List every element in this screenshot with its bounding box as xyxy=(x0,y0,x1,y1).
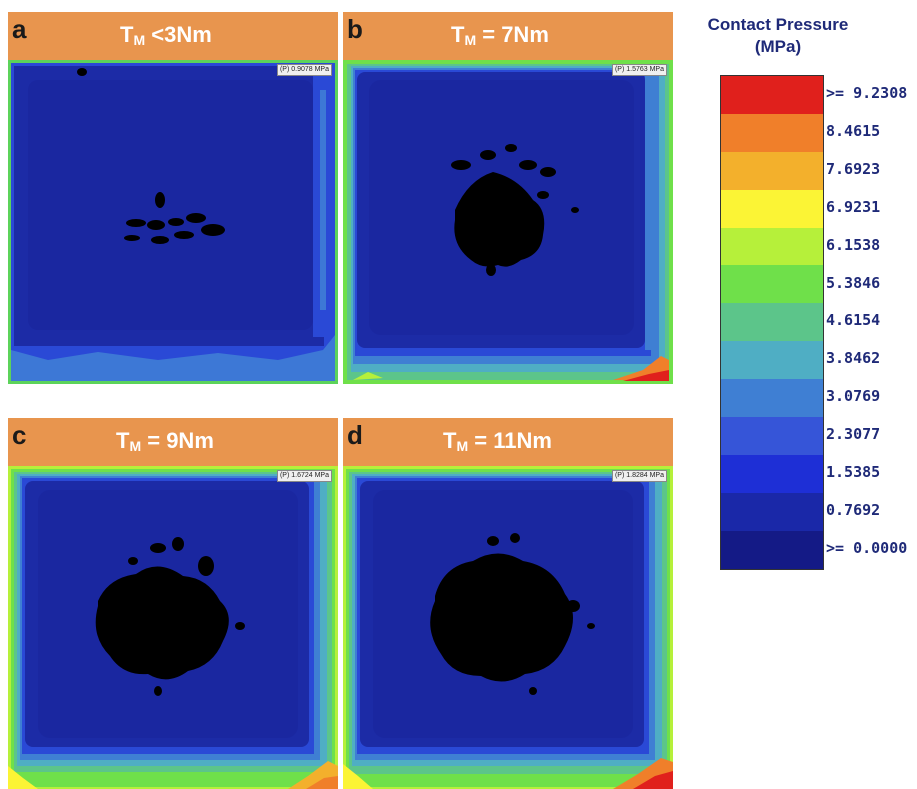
panel-a-pressure-map xyxy=(8,60,338,384)
panel-d-zero-pressure-region xyxy=(430,533,595,695)
legend-label: 4.6154 xyxy=(826,311,881,330)
legend-label: 3.0769 xyxy=(826,387,881,406)
panel-a-peak-pressure: (P) 0.9078 MPa xyxy=(276,64,332,76)
legend-label: 5.3846 xyxy=(826,273,881,292)
panel-b-letter: b xyxy=(347,14,363,44)
panel-a-header: a TM <3Nm xyxy=(8,12,338,60)
legend-swatch xyxy=(721,227,823,266)
panel-c: c TM = 9Nm (P) 1.6724 MPa xyxy=(8,418,338,789)
legend-label: >= 9.2308 xyxy=(826,84,908,102)
panel-b-peak-pressure: (P) 1.5763 MPa xyxy=(611,64,667,76)
legend-swatch xyxy=(721,492,823,531)
panel-a-letter: a xyxy=(12,14,27,44)
panel-d-peak-pressure: (P) 1.8284 MPa xyxy=(611,470,667,482)
legend-label: 1.5385 xyxy=(826,463,881,481)
legend-label: 2.3077 xyxy=(826,425,881,444)
panel-a-title: TM <3Nm xyxy=(120,22,212,48)
legend-swatch xyxy=(721,417,823,455)
panel-b-zero-pressure-region xyxy=(451,144,579,276)
panel-a: a TM <3Nm (P) 0.9078 MPa xyxy=(8,12,338,384)
legend-swatch xyxy=(721,151,823,190)
legend-color-bar xyxy=(720,75,824,570)
panel-d-letter: d xyxy=(347,420,363,450)
legend-swatch xyxy=(721,454,823,493)
panel-b: b TM = 7Nm (P) 1.5763 MPa xyxy=(343,12,673,384)
legend-swatch xyxy=(721,113,823,152)
legend-label: 3.8462 xyxy=(826,349,881,368)
panel-d-pressure-map xyxy=(343,466,673,789)
legend-swatch xyxy=(721,265,823,304)
legend-swatch xyxy=(721,530,823,569)
panel-d-header: d TM = 11Nm xyxy=(343,418,673,466)
legend-label: 8.4615 xyxy=(826,121,881,140)
panel-a-zero-pressure-region xyxy=(77,68,225,244)
panel-c-header: c TM = 9Nm xyxy=(8,418,338,466)
panel-c-title: TM = 9Nm xyxy=(116,428,214,454)
panel-b-pressure-map xyxy=(343,60,673,384)
legend-swatch xyxy=(721,341,823,380)
panel-c-pressure-map xyxy=(8,466,338,789)
legend-swatch xyxy=(721,303,823,342)
panel-c-zero-pressure-region xyxy=(95,537,245,696)
legend-label: 7.6923 xyxy=(826,159,881,178)
panel-d: d TM = 11Nm (P) 1.8284 MPa xyxy=(343,418,673,789)
panel-c-letter: c xyxy=(12,420,27,450)
legend-label: 0.7692 xyxy=(826,500,881,519)
legend-label: 6.9231 xyxy=(826,197,881,216)
panel-d-title: TM = 11Nm xyxy=(443,428,552,454)
panel-b-header: b TM = 7Nm xyxy=(343,12,673,60)
legend-label: 6.1538 xyxy=(826,235,881,254)
panel-c-peak-pressure: (P) 1.6724 MPa xyxy=(276,470,332,482)
legend-swatch xyxy=(721,189,823,228)
legend-swatch xyxy=(721,76,823,114)
legend-swatch xyxy=(721,379,823,418)
legend-title: Contact Pressure (MPa) xyxy=(707,15,849,56)
legend-label: >= 0.0000 xyxy=(826,538,908,557)
panel-b-title: TM = 7Nm xyxy=(451,22,549,48)
